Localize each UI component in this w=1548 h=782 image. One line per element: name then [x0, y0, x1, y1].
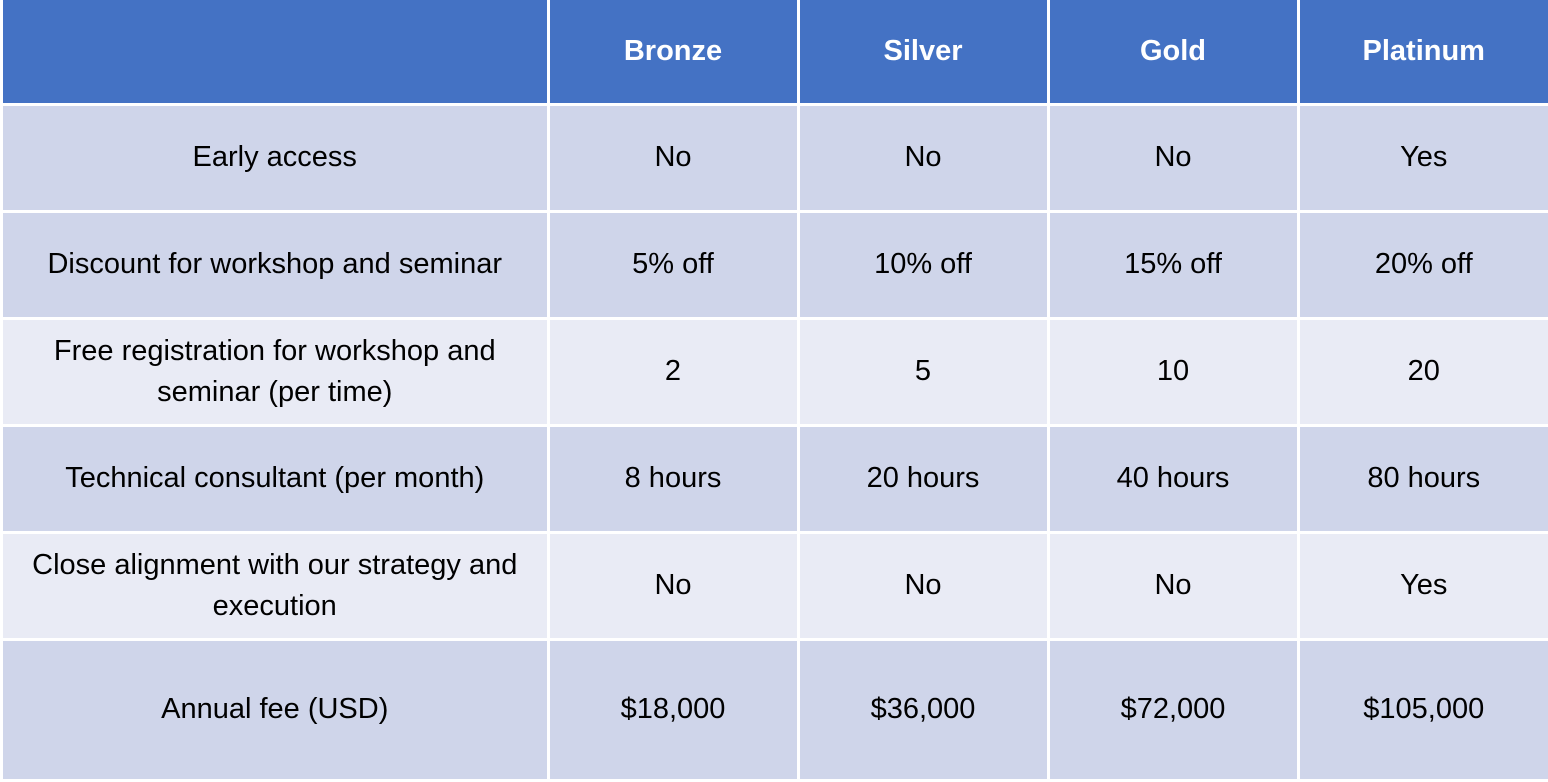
- table-cell: 2: [546, 316, 800, 427]
- table-cell: 15% off: [1046, 209, 1300, 320]
- tier-header-gold: Gold: [1046, 0, 1300, 106]
- table-cell: $18,000: [546, 637, 800, 779]
- table-row: Early access No No No Yes: [3, 102, 1548, 213]
- table-cell: 10: [1046, 316, 1300, 427]
- membership-tier-table: Bronze Silver Gold Platinum Early access…: [3, 0, 1548, 779]
- header-corner-cell: [3, 0, 550, 106]
- table-cell: 10% off: [796, 209, 1050, 320]
- table-cell: No: [1046, 102, 1300, 213]
- tier-header-bronze: Bronze: [546, 0, 800, 106]
- table-cell: No: [1046, 530, 1300, 641]
- table-row: Technical consultant (per month) 8 hours…: [3, 423, 1548, 534]
- table-cell: No: [546, 530, 800, 641]
- tier-header-silver: Silver: [796, 0, 1050, 106]
- table-cell: 5: [796, 316, 1050, 427]
- table-cell: 8 hours: [546, 423, 800, 534]
- feature-label: Early access: [3, 102, 550, 213]
- table-cell: No: [546, 102, 800, 213]
- feature-label: Technical consultant (per month): [3, 423, 550, 534]
- table-cell: 5% off: [546, 209, 800, 320]
- table-cell: $72,000: [1046, 637, 1300, 779]
- feature-label: Free registration for workshop and semin…: [3, 316, 550, 427]
- table-cell: Yes: [1296, 530, 1548, 641]
- header-row: Bronze Silver Gold Platinum: [3, 0, 1548, 106]
- feature-label: Close alignment with our strategy and ex…: [3, 530, 550, 641]
- feature-label: Annual fee (USD): [3, 637, 550, 779]
- table-cell: 20: [1296, 316, 1548, 427]
- table-row: Free registration for workshop and semin…: [3, 316, 1548, 427]
- table-cell: 80 hours: [1296, 423, 1548, 534]
- table-row: Discount for workshop and seminar 5% off…: [3, 209, 1548, 320]
- table-cell: 20 hours: [796, 423, 1050, 534]
- table-cell: Yes: [1296, 102, 1548, 213]
- table-row: Annual fee (USD) $18,000 $36,000 $72,000…: [3, 637, 1548, 779]
- feature-label: Discount for workshop and seminar: [3, 209, 550, 320]
- table-cell: No: [796, 102, 1050, 213]
- table-cell: No: [796, 530, 1050, 641]
- tier-header-platinum: Platinum: [1296, 0, 1548, 106]
- table-row: Close alignment with our strategy and ex…: [3, 530, 1548, 641]
- table-cell: 40 hours: [1046, 423, 1300, 534]
- table-cell: 20% off: [1296, 209, 1548, 320]
- table-cell: $105,000: [1296, 637, 1548, 779]
- table-cell: $36,000: [796, 637, 1050, 779]
